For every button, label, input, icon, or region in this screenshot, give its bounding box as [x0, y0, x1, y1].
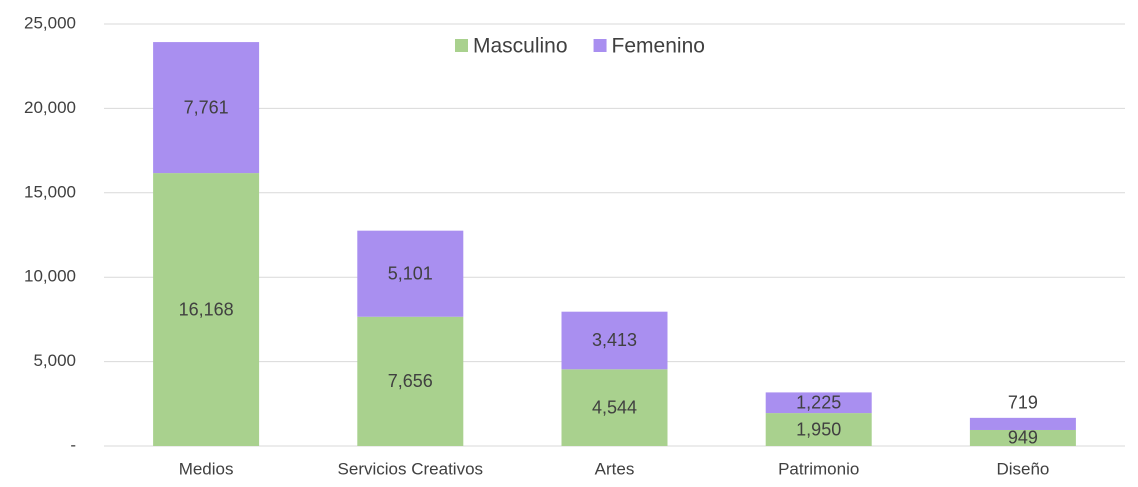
- y-tick-label: 25,000: [24, 13, 76, 32]
- x-tick-label: Artes: [595, 459, 635, 478]
- data-label: 5,101: [388, 263, 433, 283]
- bar-segment: [561, 311, 668, 370]
- data-label: 949: [1008, 428, 1038, 448]
- y-tick-label: -: [70, 435, 76, 454]
- y-tick-label: 20,000: [24, 98, 76, 117]
- legend-swatch: [455, 39, 468, 52]
- bar-segment: [357, 316, 464, 446]
- x-tick-label: Patrimonio: [778, 459, 859, 478]
- data-label: 7,656: [388, 371, 433, 391]
- y-tick-label: 10,000: [24, 267, 76, 286]
- y-tick-label: 5,000: [33, 351, 76, 370]
- bar-segment: [765, 413, 872, 446]
- data-label: 1,225: [796, 392, 841, 412]
- data-label: 3,413: [592, 330, 637, 350]
- data-label: 4,544: [592, 397, 637, 417]
- bar-segment: [153, 173, 260, 446]
- bar-segment: [357, 230, 464, 317]
- bar-segment: [153, 42, 260, 174]
- legend-label: Femenino: [612, 35, 705, 58]
- data-label: 719: [1008, 393, 1038, 413]
- data-label: 16,168: [179, 299, 234, 319]
- x-tick-label: Servicios Creativos: [338, 459, 484, 478]
- data-label: 1,950: [796, 419, 841, 439]
- bar-segment: [969, 417, 1076, 430]
- data-label: 7,761: [184, 97, 229, 117]
- x-tick-label: Medios: [179, 459, 234, 478]
- x-tick-label: Diseño: [996, 459, 1049, 478]
- bar-segment: [561, 369, 668, 446]
- legend-label: Masculino: [473, 35, 568, 58]
- bar-segment: [765, 392, 872, 414]
- bar-segment: [969, 429, 1076, 446]
- legend-swatch: [593, 39, 607, 52]
- y-tick-label: 15,000: [24, 182, 76, 201]
